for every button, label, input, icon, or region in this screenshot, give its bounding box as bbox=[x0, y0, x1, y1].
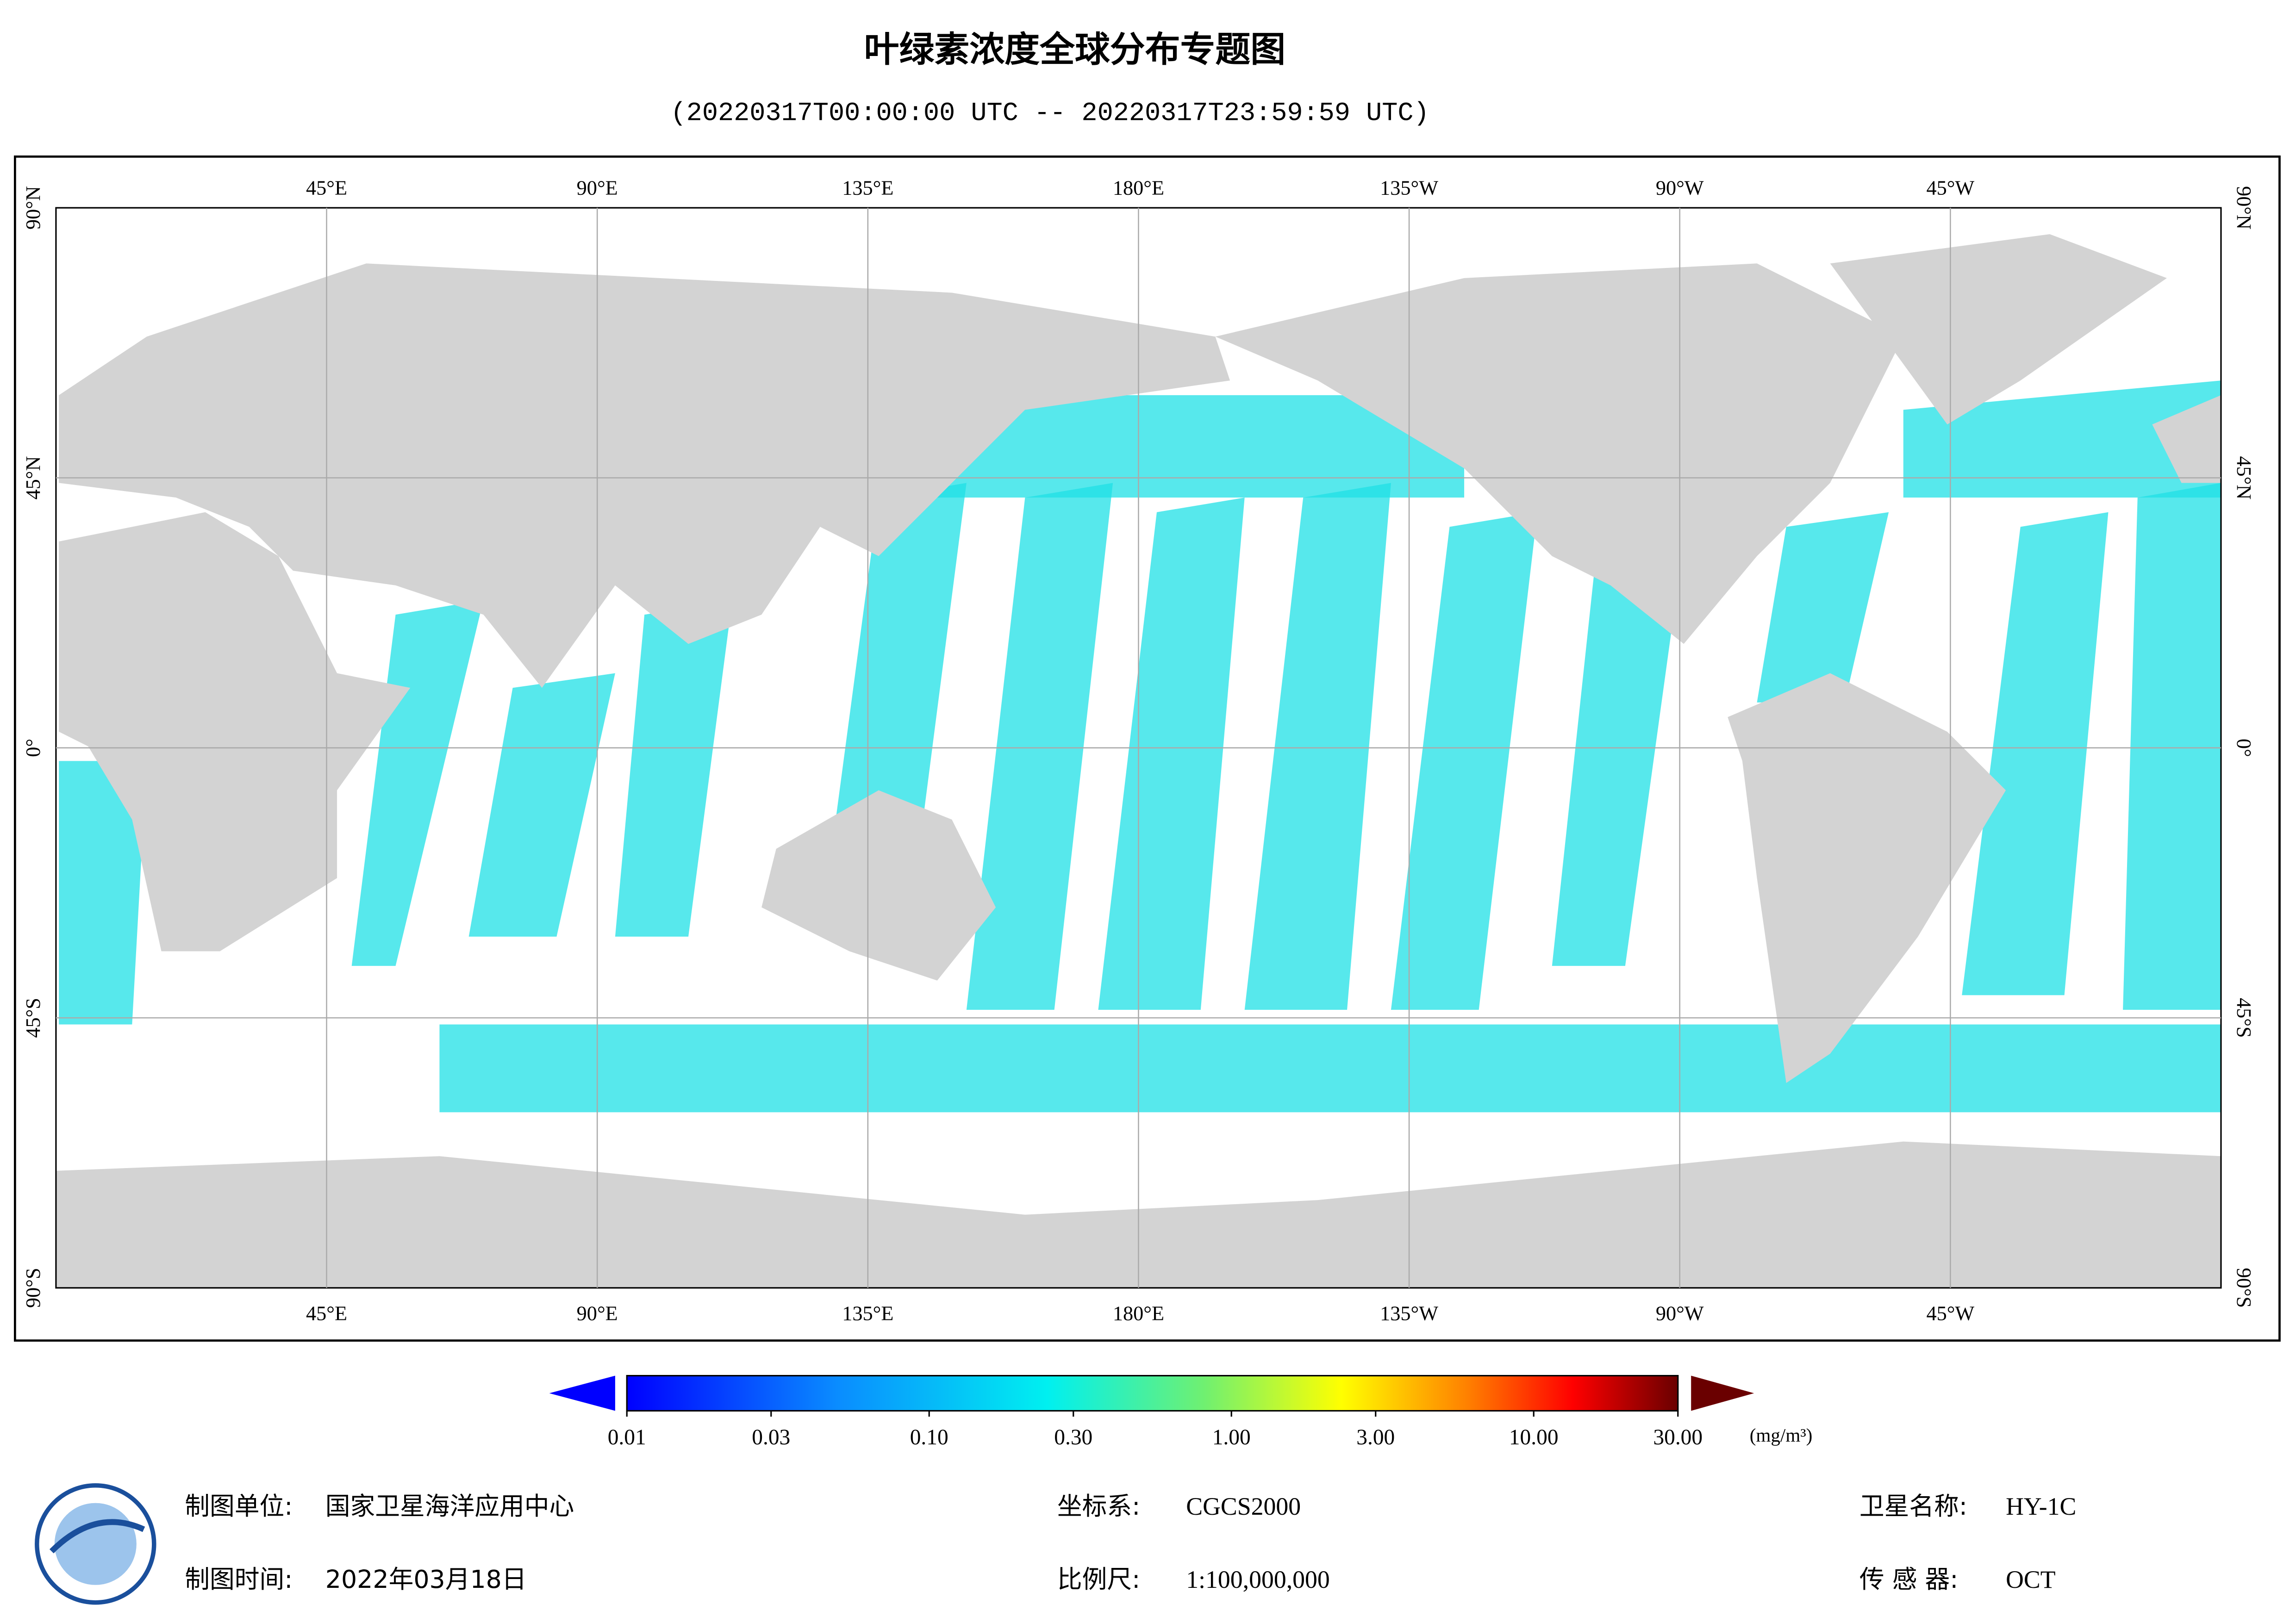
colorbar-high-arrow bbox=[1691, 1375, 1754, 1411]
lat-label: 45°N bbox=[22, 456, 44, 500]
footer-label: 比例尺: bbox=[1057, 1565, 1140, 1594]
lon-label: 135°E bbox=[842, 177, 893, 199]
colorbar-tick-label: 3.00 bbox=[1356, 1425, 1395, 1449]
footer-value: OCT bbox=[2006, 1566, 2056, 1593]
colorbar-tick-label: 0.03 bbox=[752, 1425, 790, 1449]
footer-label: 制图时间: bbox=[185, 1565, 293, 1594]
lat-label: 90°S bbox=[2233, 1268, 2255, 1308]
lat-label: 45°S bbox=[2233, 998, 2255, 1038]
colorbar-tick-label: 0.30 bbox=[1054, 1425, 1092, 1449]
data-swaths bbox=[59, 380, 2221, 1113]
lon-label: 180°E bbox=[1113, 1302, 1164, 1325]
footer-value: 1:100,000,000 bbox=[1186, 1566, 1330, 1593]
colorbar-tick-label: 0.10 bbox=[910, 1425, 948, 1449]
subtitle: (20220317T00:00:00 UTC -- 20220317T23:59… bbox=[671, 99, 1429, 128]
lon-label: 45°E bbox=[306, 1302, 347, 1325]
footer-value: 国家卫星海洋应用中心 bbox=[325, 1492, 574, 1521]
footer-label: 坐标系: bbox=[1057, 1492, 1140, 1521]
logo bbox=[35, 1483, 156, 1605]
title: 叶绿素浓度全球分布专题图 bbox=[864, 31, 1286, 69]
colorbar-low-arrow bbox=[549, 1375, 615, 1411]
lon-label: 90°W bbox=[1656, 177, 1704, 199]
lat-label: 90°N bbox=[22, 186, 44, 230]
footer-label: 制图单位: bbox=[185, 1492, 293, 1521]
lon-label: 45°W bbox=[1926, 1302, 1974, 1325]
lon-label: 180°E bbox=[1113, 177, 1164, 199]
footer-value: HY-1C bbox=[2006, 1492, 2076, 1520]
lat-label: 90°S bbox=[22, 1268, 44, 1308]
lon-label: 90°E bbox=[577, 1302, 618, 1325]
colorbar-tick-label: 30.00 bbox=[1653, 1425, 1703, 1449]
lon-label: 45°E bbox=[306, 177, 347, 199]
footer-label: 传 感 器: bbox=[1859, 1565, 1959, 1594]
colorbar-tick-label: 1.00 bbox=[1212, 1425, 1251, 1449]
lon-label: 45°W bbox=[1926, 177, 1974, 199]
map-frame bbox=[14, 155, 2281, 1342]
colorbar-tick-label: 0.01 bbox=[608, 1425, 646, 1449]
footer-value: CGCS2000 bbox=[1186, 1492, 1301, 1520]
lat-label: 45°S bbox=[22, 998, 44, 1038]
colorbar-tick-label: 10.00 bbox=[1509, 1425, 1559, 1449]
lat-label: 0° bbox=[2233, 739, 2255, 757]
lon-label: 135°W bbox=[1380, 1302, 1438, 1325]
lon-label: 135°E bbox=[842, 1302, 893, 1325]
lat-label: 45°N bbox=[2233, 456, 2255, 500]
lon-label: 135°W bbox=[1380, 177, 1438, 199]
footer-label: 卫星名称: bbox=[1859, 1492, 1967, 1521]
lon-label: 90°E bbox=[577, 177, 618, 199]
footer-value: 2022年03月18日 bbox=[325, 1565, 527, 1594]
colorbar bbox=[626, 1374, 1679, 1412]
lat-label: 0° bbox=[22, 739, 44, 757]
lat-label: 90°N bbox=[2233, 186, 2255, 230]
colorbar-unit: (mg/m³) bbox=[1750, 1424, 1813, 1446]
lon-label: 90°W bbox=[1656, 1302, 1704, 1325]
